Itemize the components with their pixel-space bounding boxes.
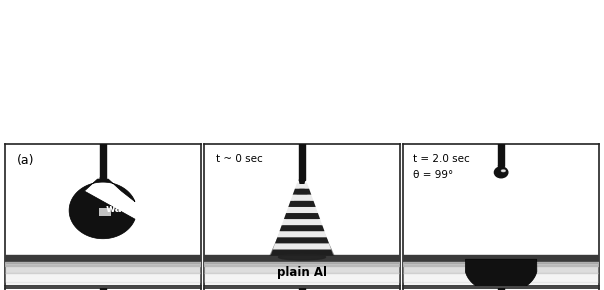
Polygon shape bbox=[273, 244, 331, 250]
Polygon shape bbox=[299, 180, 305, 183]
Polygon shape bbox=[271, 250, 333, 256]
Polygon shape bbox=[291, 195, 313, 201]
Text: water: water bbox=[106, 204, 140, 214]
Bar bbox=[403, 282, 599, 286]
Ellipse shape bbox=[501, 170, 505, 172]
Bar bbox=[204, 273, 400, 282]
Bar bbox=[498, 137, 504, 166]
Ellipse shape bbox=[278, 254, 326, 260]
Text: t ~ 0 sec: t ~ 0 sec bbox=[216, 154, 263, 164]
Polygon shape bbox=[281, 219, 323, 225]
Bar bbox=[498, 281, 504, 290]
Polygon shape bbox=[295, 183, 309, 189]
Bar bbox=[299, 137, 305, 180]
Text: (a): (a) bbox=[16, 154, 34, 167]
Bar bbox=[403, 262, 599, 266]
Text: θ = 99°: θ = 99° bbox=[413, 170, 453, 180]
Bar bbox=[403, 255, 599, 263]
Polygon shape bbox=[100, 178, 106, 181]
Polygon shape bbox=[277, 231, 327, 238]
Bar bbox=[299, 281, 305, 290]
Bar bbox=[204, 255, 400, 263]
Bar bbox=[204, 282, 400, 286]
Bar bbox=[204, 262, 400, 266]
Polygon shape bbox=[280, 225, 324, 231]
Bar bbox=[5, 282, 201, 286]
Polygon shape bbox=[465, 259, 537, 290]
Bar bbox=[99, 208, 111, 216]
Bar bbox=[5, 255, 201, 263]
Bar bbox=[5, 262, 201, 266]
Polygon shape bbox=[284, 213, 320, 219]
Bar bbox=[5, 265, 201, 273]
Polygon shape bbox=[293, 189, 311, 195]
Polygon shape bbox=[288, 201, 316, 207]
Polygon shape bbox=[286, 207, 318, 213]
Text: t = 2.0 sec: t = 2.0 sec bbox=[413, 154, 470, 164]
Bar bbox=[100, 281, 106, 290]
Bar bbox=[403, 273, 599, 282]
Bar bbox=[204, 265, 400, 273]
Polygon shape bbox=[498, 166, 504, 169]
Bar bbox=[100, 137, 106, 178]
Ellipse shape bbox=[495, 167, 508, 178]
Ellipse shape bbox=[504, 247, 516, 253]
Polygon shape bbox=[269, 183, 335, 256]
Bar bbox=[403, 265, 599, 273]
Bar bbox=[5, 273, 201, 282]
Polygon shape bbox=[69, 179, 135, 239]
Polygon shape bbox=[275, 238, 329, 244]
Text: plain Al: plain Al bbox=[277, 266, 327, 279]
